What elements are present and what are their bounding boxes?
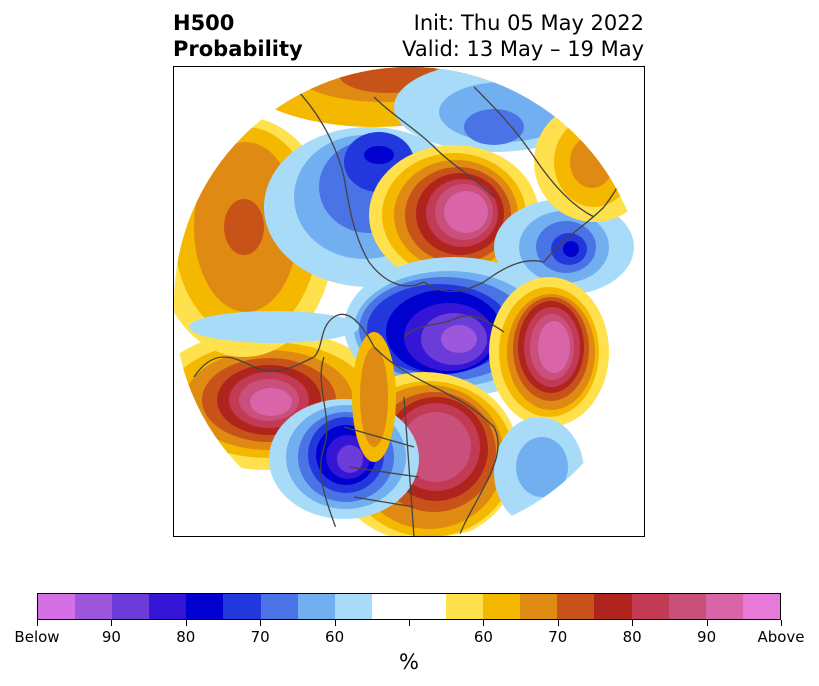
colorbar-unit: % — [399, 650, 419, 674]
colorbar-segment — [149, 594, 187, 619]
probability-map — [173, 66, 645, 537]
anomaly-na-west-below — [269, 399, 419, 519]
title-left: H500 Probability — [173, 10, 303, 62]
anomaly-pacific-band-below — [189, 311, 359, 343]
colorbar-segment — [520, 594, 558, 619]
colorbar-segment — [186, 594, 224, 619]
colorbar-segment — [334, 594, 372, 619]
colorbar-tick-label: 90 — [101, 628, 121, 646]
colorbar-segment — [371, 594, 409, 619]
colorbar-tick — [260, 620, 262, 626]
colorbar-tick — [334, 620, 336, 626]
colorbar-segment — [38, 594, 76, 619]
colorbar-segment — [297, 594, 335, 619]
colorbar-segment — [557, 594, 595, 619]
colorbar-tick — [111, 620, 113, 626]
colorbar-tick-label: 70 — [250, 628, 270, 646]
colorbar-tick-label: Below — [14, 628, 60, 646]
colorbar-segment — [408, 594, 447, 619]
colorbar-segment — [631, 594, 669, 619]
anomaly-caribbean-above — [352, 332, 396, 462]
colorbar-tick — [706, 620, 708, 626]
colorbar-tick — [185, 620, 187, 626]
init-date: Init: Thu 05 May 2022 — [413, 11, 644, 35]
colorbar — [37, 593, 781, 620]
colorbar-tick-label: 80 — [622, 628, 642, 646]
colorbar-tick — [781, 620, 782, 626]
colorbar-segment — [483, 594, 521, 619]
coastlines — [193, 86, 640, 536]
field-label: H500 — [173, 11, 235, 35]
colorbar-tick — [557, 620, 559, 626]
map-canvas — [174, 67, 644, 536]
colorbar-tick-label: Above — [757, 628, 805, 646]
colorbar-tick-label: 80 — [176, 628, 196, 646]
colorbar-tick-label: 70 — [548, 628, 568, 646]
colorbar-tick — [632, 620, 634, 626]
colorbar-tick — [483, 620, 485, 626]
colorbar-tick-label: 60 — [325, 628, 345, 646]
colorbar-tick-label: 60 — [473, 628, 493, 646]
colorbar-segment — [260, 594, 298, 619]
colorbar-tick-label: 90 — [697, 628, 717, 646]
product-label: Probability — [173, 37, 303, 61]
colorbar-segment — [668, 594, 706, 619]
anomaly-east-asia-below — [494, 199, 634, 295]
colorbar-segment — [594, 594, 632, 619]
title-right: Init: Thu 05 May 2022 Valid: 13 May – 19… — [402, 10, 644, 62]
anomaly-atlantic-above — [489, 277, 609, 427]
anomaly-kara-above — [369, 145, 539, 285]
colorbar-segment — [446, 594, 484, 619]
colorbar-segment — [705, 594, 743, 619]
valid-range: Valid: 13 May – 19 May — [402, 37, 644, 61]
colorbar-tick — [37, 620, 38, 626]
colorbar-segment — [223, 594, 261, 619]
colorbar-segment — [112, 594, 150, 619]
colorbar-segment — [742, 594, 780, 619]
colorbar-tick — [409, 620, 410, 626]
colorbar-segment — [75, 594, 113, 619]
anomaly-atlantic-south-below — [494, 417, 584, 527]
